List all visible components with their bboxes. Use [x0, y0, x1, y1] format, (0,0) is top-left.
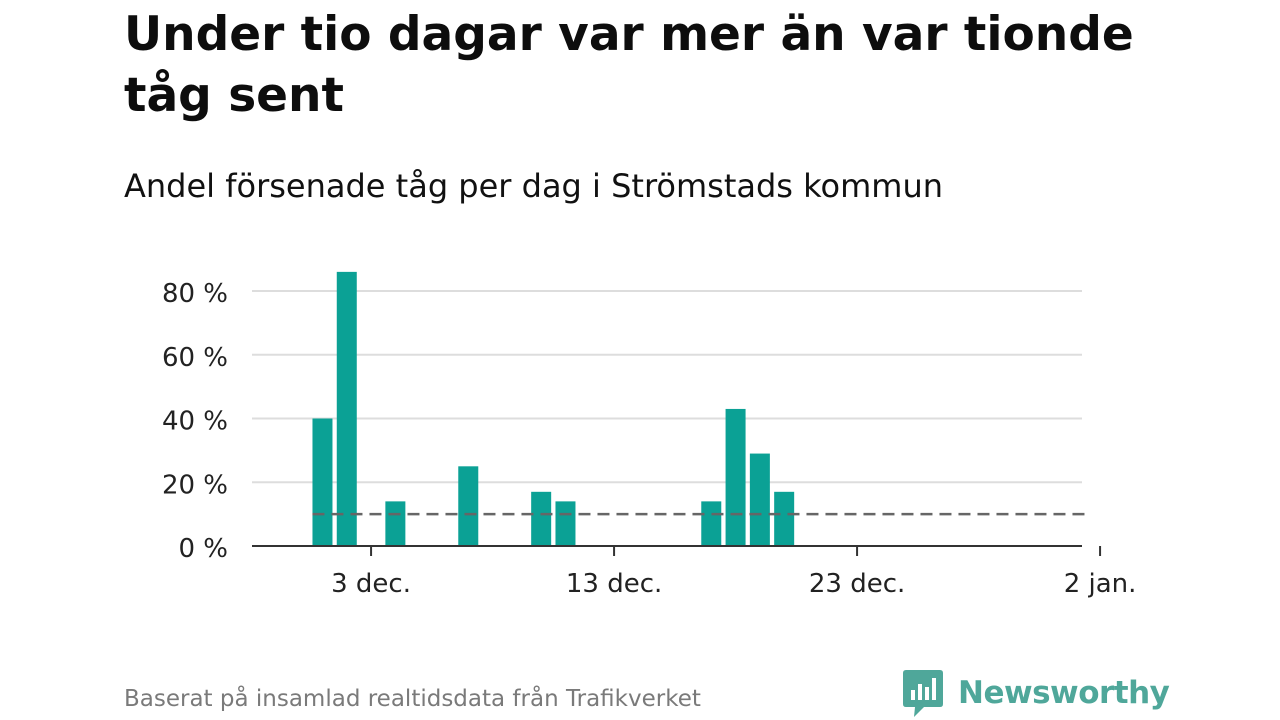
bar	[749, 453, 770, 546]
source-note: Baserat på insamlad realtidsdata från Tr…	[124, 686, 701, 712]
bar	[774, 491, 795, 546]
x-tick-label: 13 dec.	[566, 569, 662, 599]
bar	[555, 501, 576, 546]
bar	[336, 271, 357, 546]
y-tick-label: 80 %	[162, 279, 228, 309]
bar	[312, 418, 333, 546]
bar	[385, 501, 406, 546]
chart-subtitle: Andel försenade tåg per dag i Strömstads…	[124, 167, 944, 205]
newsworthy-logo-icon	[903, 670, 943, 717]
brand-logo: Newsworthy	[902, 668, 1170, 718]
chart-title: Under tio dagar var mer än var tionde tå…	[124, 7, 1134, 123]
x-tick-label: 23 dec.	[809, 569, 905, 599]
bar	[531, 491, 552, 546]
bar	[725, 408, 746, 546]
bar	[458, 466, 479, 546]
y-tick-label: 20 %	[162, 470, 228, 500]
gridlines	[252, 290, 1082, 484]
x-tick-label: 3 dec.	[331, 569, 411, 599]
brand-name: Newsworthy	[958, 675, 1170, 711]
bars	[312, 271, 795, 546]
tick-labels: 0 % 20 % 40 % 60 % 80 % 3 dec. 13 dec. 23 dec. 2…	[162, 279, 1136, 599]
y-tick-label: 0 %	[178, 534, 228, 564]
x-tick-label: 2 jan.	[1064, 569, 1137, 599]
bar	[701, 501, 722, 546]
axes	[252, 545, 1102, 556]
y-tick-label: 60 %	[162, 343, 228, 373]
y-tick-label: 40 %	[162, 407, 228, 437]
